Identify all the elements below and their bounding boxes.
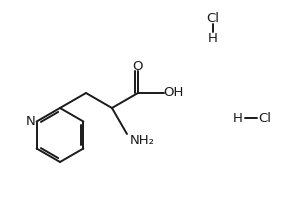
Text: NH₂: NH₂ [130,135,155,147]
Text: N: N [26,115,35,128]
Text: Cl: Cl [206,12,219,24]
Text: Cl: Cl [258,111,271,125]
Text: H: H [208,31,218,45]
Text: H: H [233,111,243,125]
Text: OH: OH [163,87,183,100]
Text: O: O [133,60,143,72]
